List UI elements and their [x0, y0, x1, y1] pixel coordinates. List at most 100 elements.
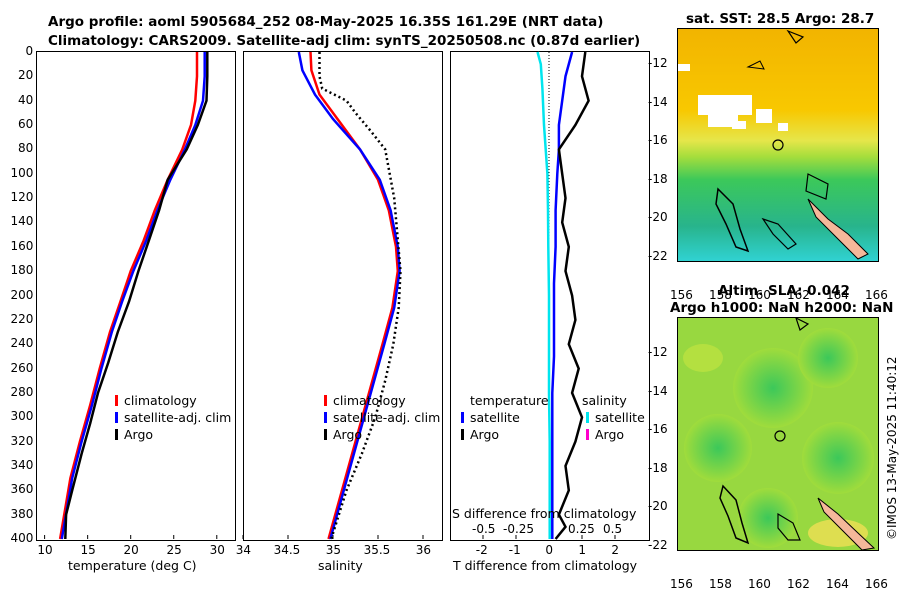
sst-map-image — [678, 29, 878, 261]
depth-tick: 120 — [10, 190, 34, 205]
legend-label: satellite-adj. clim — [333, 410, 441, 425]
series-line-argo — [64, 52, 209, 540]
map-y-tick: -22 — [648, 537, 668, 552]
map-x-tick: 156 — [670, 577, 693, 591]
depth-tick: 180 — [10, 263, 34, 278]
s-tick: 0.5 — [603, 522, 623, 536]
series-line-satellite-adj-clim — [60, 52, 206, 540]
legend-salinity-title: salinity — [582, 393, 627, 408]
sla-map — [677, 317, 879, 551]
s-tick: -0.5 — [472, 522, 496, 536]
difference-xlabel: T difference from climatology — [453, 558, 638, 573]
legend-label: satellite-adj. clim — [124, 410, 232, 425]
legend-label: Argo — [333, 427, 363, 442]
depth-tick: 80 — [18, 141, 34, 156]
map-x-tick: 164 — [826, 577, 849, 591]
temperature-xlabel: temperature (deg C) — [68, 558, 197, 573]
legend-temperature-title: temperature — [470, 393, 549, 408]
series-line-argo — [318, 52, 402, 540]
x-tick-label: 20 — [123, 543, 139, 557]
legend-label: Argo — [470, 427, 500, 442]
sst-map — [677, 28, 879, 262]
legend-swatch-cyan — [586, 412, 589, 423]
legend-swatch-blue — [324, 412, 327, 423]
title-line2: Climatology: CARS2009. Satellite-adj cli… — [48, 33, 641, 49]
map-x-tick: 158 — [709, 288, 732, 302]
legend-swatch-blue — [461, 412, 464, 423]
map-x-tick: 162 — [787, 288, 810, 302]
map-y-tick: -20 — [648, 499, 668, 513]
map-x-tick: 166 — [865, 577, 888, 591]
depth-tick: 100 — [10, 165, 34, 180]
series-line-climatology — [309, 51, 400, 540]
legend-swatch-red — [324, 395, 327, 406]
salinity-xlabel: salinity — [318, 558, 363, 573]
map-y-tick: -14 — [648, 94, 668, 109]
map-y-tick: -16 — [648, 133, 668, 147]
legend-label: satellite — [595, 410, 645, 425]
legend-label: climatology — [124, 393, 197, 408]
map-y-tick: -18 — [648, 171, 668, 186]
salinity-panel — [243, 51, 443, 541]
x-tick-label: 1 — [578, 543, 587, 557]
legend-climatology: climatology — [324, 393, 406, 408]
map-y-tick: -14 — [648, 383, 668, 398]
legend-argo: Argo — [324, 427, 362, 442]
s-difference-label: S difference from climatology — [452, 506, 637, 521]
legend-title: temperature — [470, 393, 549, 408]
legend-s-satellite: satellite — [586, 410, 645, 425]
x-tick-label: 0 — [545, 543, 554, 557]
s-tick: 0.25 — [568, 522, 595, 536]
sst-map-title: sat. SST: 28.5 Argo: 28.7 — [686, 11, 875, 27]
x-tick-label: -1 — [508, 543, 521, 557]
series-line-salinity-satellite — [536, 51, 551, 539]
legend-t-satellite: satellite — [461, 410, 520, 425]
depth-tick: 40 — [18, 92, 34, 107]
depth-tick: 0 — [25, 44, 34, 58]
map-y-tick: -22 — [648, 248, 668, 263]
map-x-tick: 166 — [865, 288, 888, 302]
depth-tick: 220 — [10, 311, 34, 326]
legend-satellite: satellite-adj. clim — [324, 410, 440, 425]
x-tick-label: 35 — [325, 543, 342, 557]
depth-tick: 140 — [10, 214, 34, 229]
depth-tick: 320 — [10, 433, 34, 448]
depth-tick: 340 — [10, 457, 34, 472]
legend-swatch-red — [115, 395, 118, 406]
x-tick-label: 10 — [37, 543, 53, 557]
x-tick-label: 36 — [415, 543, 432, 557]
legend-s-argo: Argo — [586, 427, 624, 442]
depth-tick: 260 — [10, 360, 34, 375]
x-tick-label: 25 — [166, 543, 182, 557]
legend-label: Argo — [595, 427, 625, 442]
sla-map-title2: Argo h1000: NaN h2000: NaN — [670, 300, 894, 316]
legend-swatch-black — [324, 429, 327, 440]
temperature-panel — [36, 51, 236, 541]
depth-tick: 400 — [10, 531, 34, 545]
map-x-tick: 162 — [787, 577, 810, 591]
credit-stamp: ©IMOS 13-May-2025 11:40:12 — [885, 356, 899, 540]
depth-tick: 160 — [10, 238, 34, 253]
legend-swatch-magenta — [586, 429, 589, 440]
x-tick-label: 35.5 — [363, 543, 391, 557]
legend-t-argo: Argo — [461, 427, 499, 442]
x-tick-label: 34.5 — [273, 543, 301, 557]
legend-swatch-black — [115, 429, 118, 440]
x-tick-label: 2 — [611, 543, 620, 557]
legend-climatology: climatology — [115, 393, 197, 408]
series-line-temperature-satellite — [551, 51, 574, 539]
depth-tick: 240 — [10, 336, 34, 351]
depth-tick: 300 — [10, 409, 34, 424]
s-tick: -0.25 — [503, 522, 535, 536]
legend-label: Argo — [124, 427, 154, 442]
series-line-satellite-adj-clim — [297, 51, 401, 540]
sla-map-image — [678, 318, 878, 550]
title-line1: Argo profile: aoml 5905684_252 08-May-20… — [48, 14, 604, 30]
legend-label: satellite — [470, 410, 520, 425]
legend-swatch-black — [461, 429, 464, 440]
depth-tick: 20 — [18, 68, 34, 83]
map-x-tick: 158 — [709, 577, 732, 591]
map-x-tick: 160 — [748, 577, 771, 591]
legend-argo: Argo — [115, 427, 153, 442]
